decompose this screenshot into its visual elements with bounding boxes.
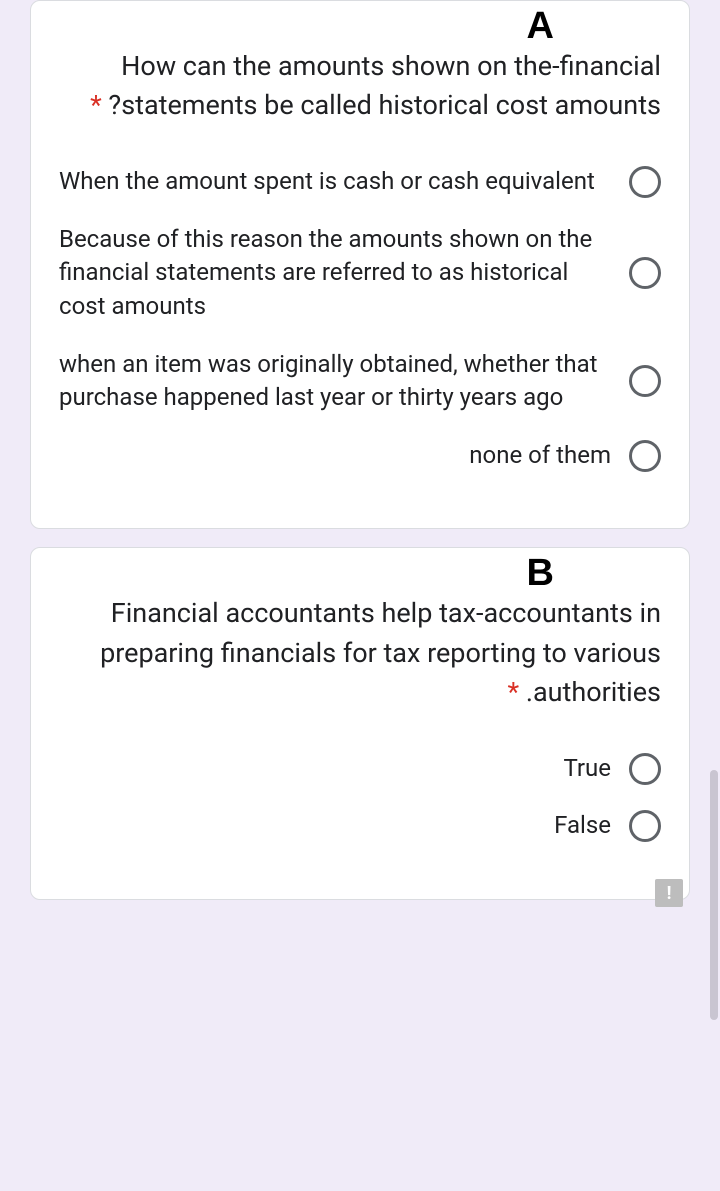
question-card-a: A How can the amounts shown on the-finan…: [30, 0, 690, 529]
radio-icon[interactable]: [629, 257, 661, 289]
required-asterisk-a: *: [90, 89, 102, 121]
radio-icon[interactable]: [629, 166, 661, 198]
option-row-a-3[interactable]: none of them: [59, 439, 661, 473]
option-label: When the amount spent is cash or cash eq…: [59, 165, 611, 199]
question-main-a: How can the amounts shown on the-financi…: [108, 50, 661, 121]
question-text-b: Financial accountants help tax-accountan…: [59, 594, 661, 711]
alert-icon[interactable]: !: [655, 879, 683, 907]
form-page: A How can the amounts shown on the-finan…: [0, 0, 720, 1191]
question-main-b: Financial accountants help tax-accountan…: [100, 597, 661, 707]
alert-mark: !: [667, 883, 672, 904]
option-label: False: [59, 809, 611, 843]
option-row-a-0[interactable]: When the amount spent is cash or cash eq…: [59, 165, 661, 199]
option-row-a-2[interactable]: when an item was originally obtained, wh…: [59, 348, 661, 415]
option-row-b-1[interactable]: False: [59, 809, 661, 843]
card-label-b: B: [527, 552, 554, 595]
option-row-b-0[interactable]: True: [59, 752, 661, 786]
required-asterisk-b: *: [507, 676, 519, 708]
radio-icon[interactable]: [629, 753, 661, 785]
question-card-b: B Financial accountants help tax-account…: [30, 547, 690, 900]
scrollbar-thumb[interactable]: [710, 770, 718, 1020]
question-text-a: How can the amounts shown on the-financi…: [59, 47, 661, 125]
option-label: when an item was originally obtained, wh…: [59, 348, 611, 415]
card-label-a: A: [527, 5, 554, 48]
radio-icon[interactable]: [629, 810, 661, 842]
option-row-a-1[interactable]: Because of this reason the amounts shown…: [59, 223, 661, 324]
radio-icon[interactable]: [629, 365, 661, 397]
option-label: Because of this reason the amounts shown…: [59, 223, 611, 324]
option-label: none of them: [59, 439, 611, 473]
option-label: True: [59, 752, 611, 786]
radio-icon[interactable]: [629, 440, 661, 472]
